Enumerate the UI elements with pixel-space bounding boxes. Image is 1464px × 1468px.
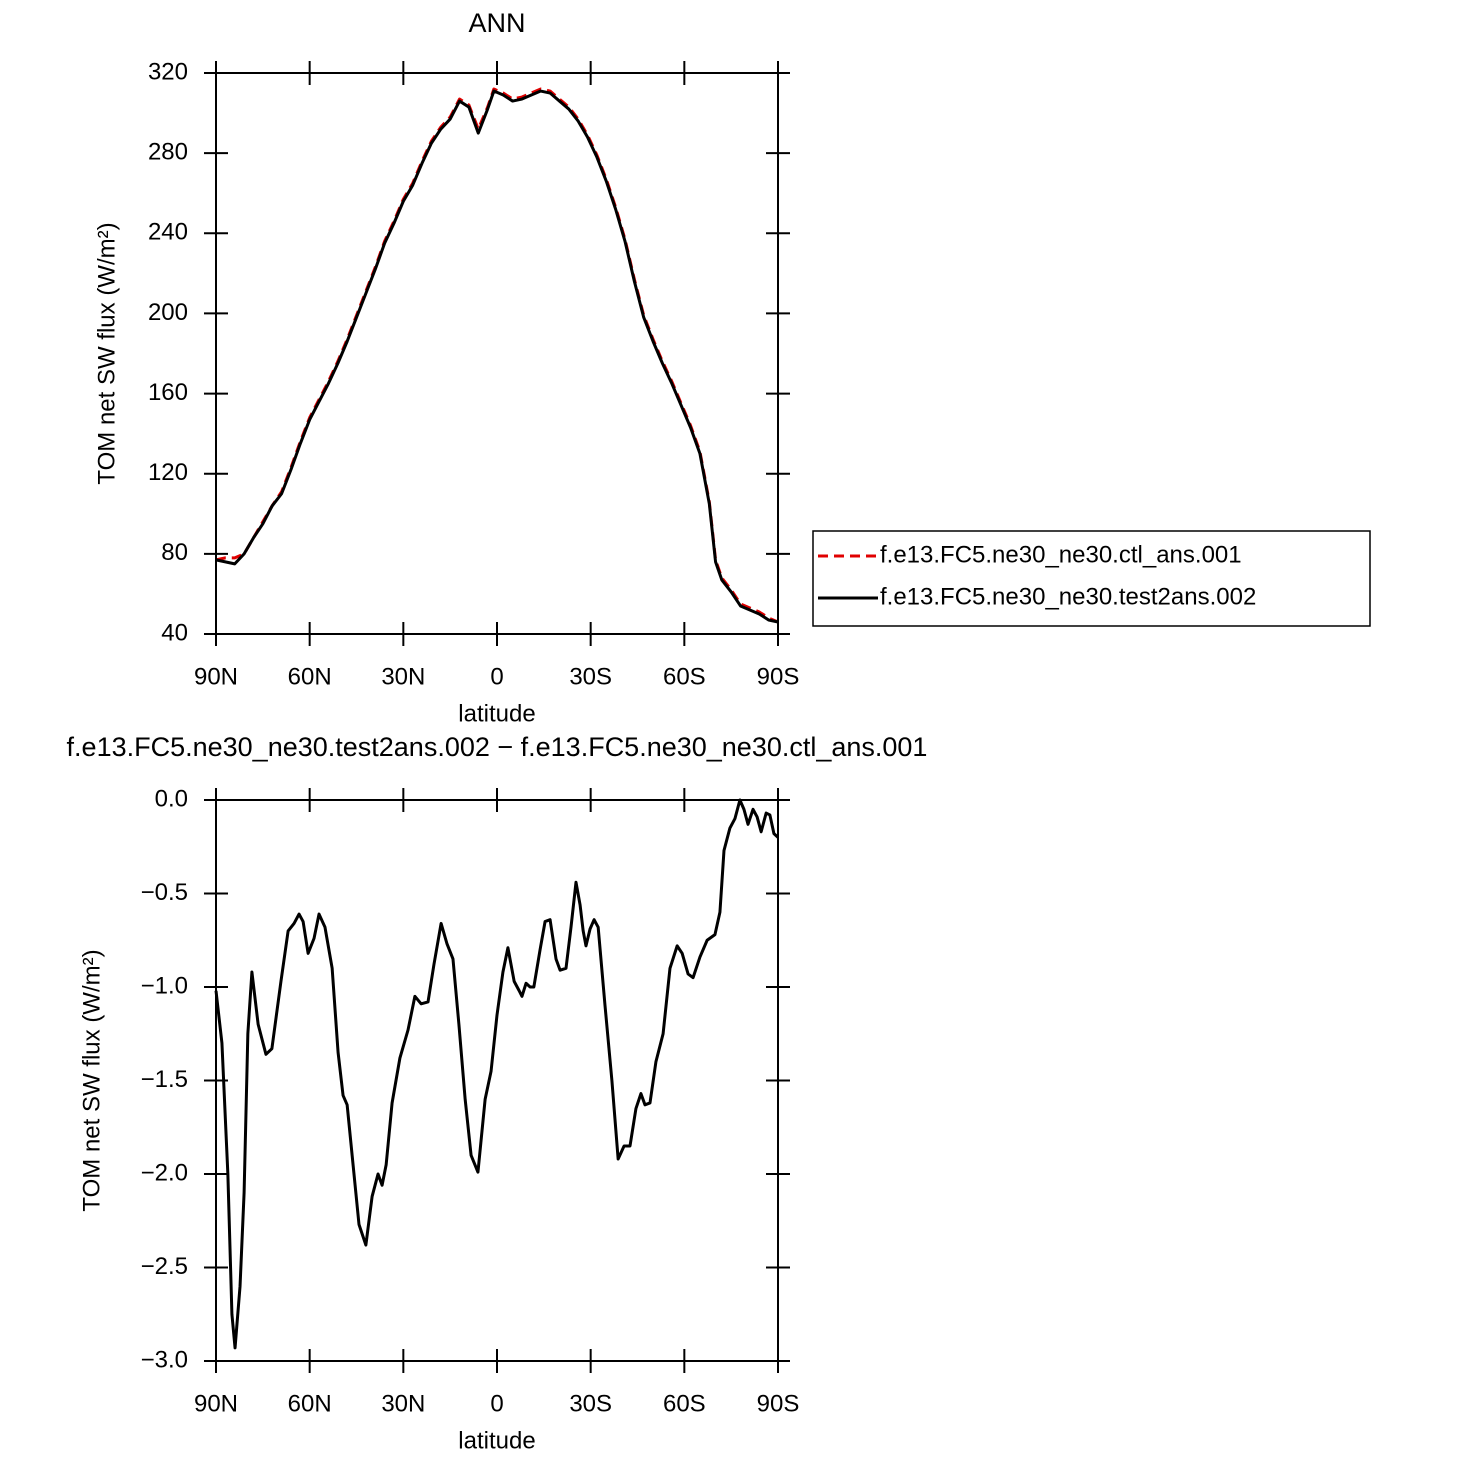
y-tick-label: 320 (148, 58, 188, 85)
data-line (214, 798, 780, 1350)
x-axis-label: latitude (458, 1427, 535, 1454)
legend-label: f.e13.FC5.ne30_ne30.test2ans.002 (880, 583, 1256, 610)
y-tick-label: 80 (161, 539, 188, 566)
x-tick-label: 30S (569, 663, 612, 690)
y-tick-label: 160 (148, 379, 188, 406)
x-tick-label: 90N (194, 663, 238, 690)
y-tick-label: 240 (148, 219, 188, 246)
legend-box (812, 530, 1371, 627)
legend-label: f.e13.FC5.ne30_ne30.ctl_ans.001 (880, 541, 1242, 568)
y-axis-label: TOM net SW flux (W/m²) (78, 949, 105, 1211)
y-tick-label: 200 (148, 299, 188, 326)
y-tick-label: 0.0 (155, 785, 188, 812)
x-tick-label: 0 (490, 1390, 503, 1417)
y-tick-label: −2.0 (141, 1159, 188, 1186)
chart-title: ANN (468, 8, 525, 38)
x-tick-label: 60N (288, 663, 332, 690)
x-tick-label: 60S (663, 1390, 706, 1417)
x-tick-label: 0 (490, 663, 503, 690)
x-tick-label: 30N (381, 663, 425, 690)
x-tick-label: 60N (288, 1390, 332, 1417)
y-tick-label: −3.0 (141, 1346, 188, 1373)
y-tick-label: 120 (148, 459, 188, 486)
x-tick-label: 90S (757, 1390, 800, 1417)
x-tick-label: 30S (569, 1390, 612, 1417)
y-tick-label: −1.0 (141, 972, 188, 999)
y-tick-label: −1.5 (141, 1066, 188, 1093)
chart-title: f.e13.FC5.ne30_ne30.test2ans.002 − f.e13… (67, 732, 928, 762)
y-axis-label: TOM net SW flux (W/m²) (93, 222, 120, 484)
data-line (215, 87, 779, 624)
plot-frame (215, 799, 779, 1362)
y-tick-label: −2.5 (141, 1253, 188, 1280)
plot-frame (215, 72, 779, 635)
y-tick-label: −0.5 (141, 879, 188, 906)
data-line (215, 89, 779, 624)
x-tick-label: 60S (663, 663, 706, 690)
y-tick-label: 280 (148, 138, 188, 165)
y-tick-label: 40 (161, 619, 188, 646)
x-tick-label: 90S (757, 663, 800, 690)
x-tick-label: 90N (194, 1390, 238, 1417)
x-axis-label: latitude (458, 700, 535, 727)
x-tick-label: 30N (381, 1390, 425, 1417)
